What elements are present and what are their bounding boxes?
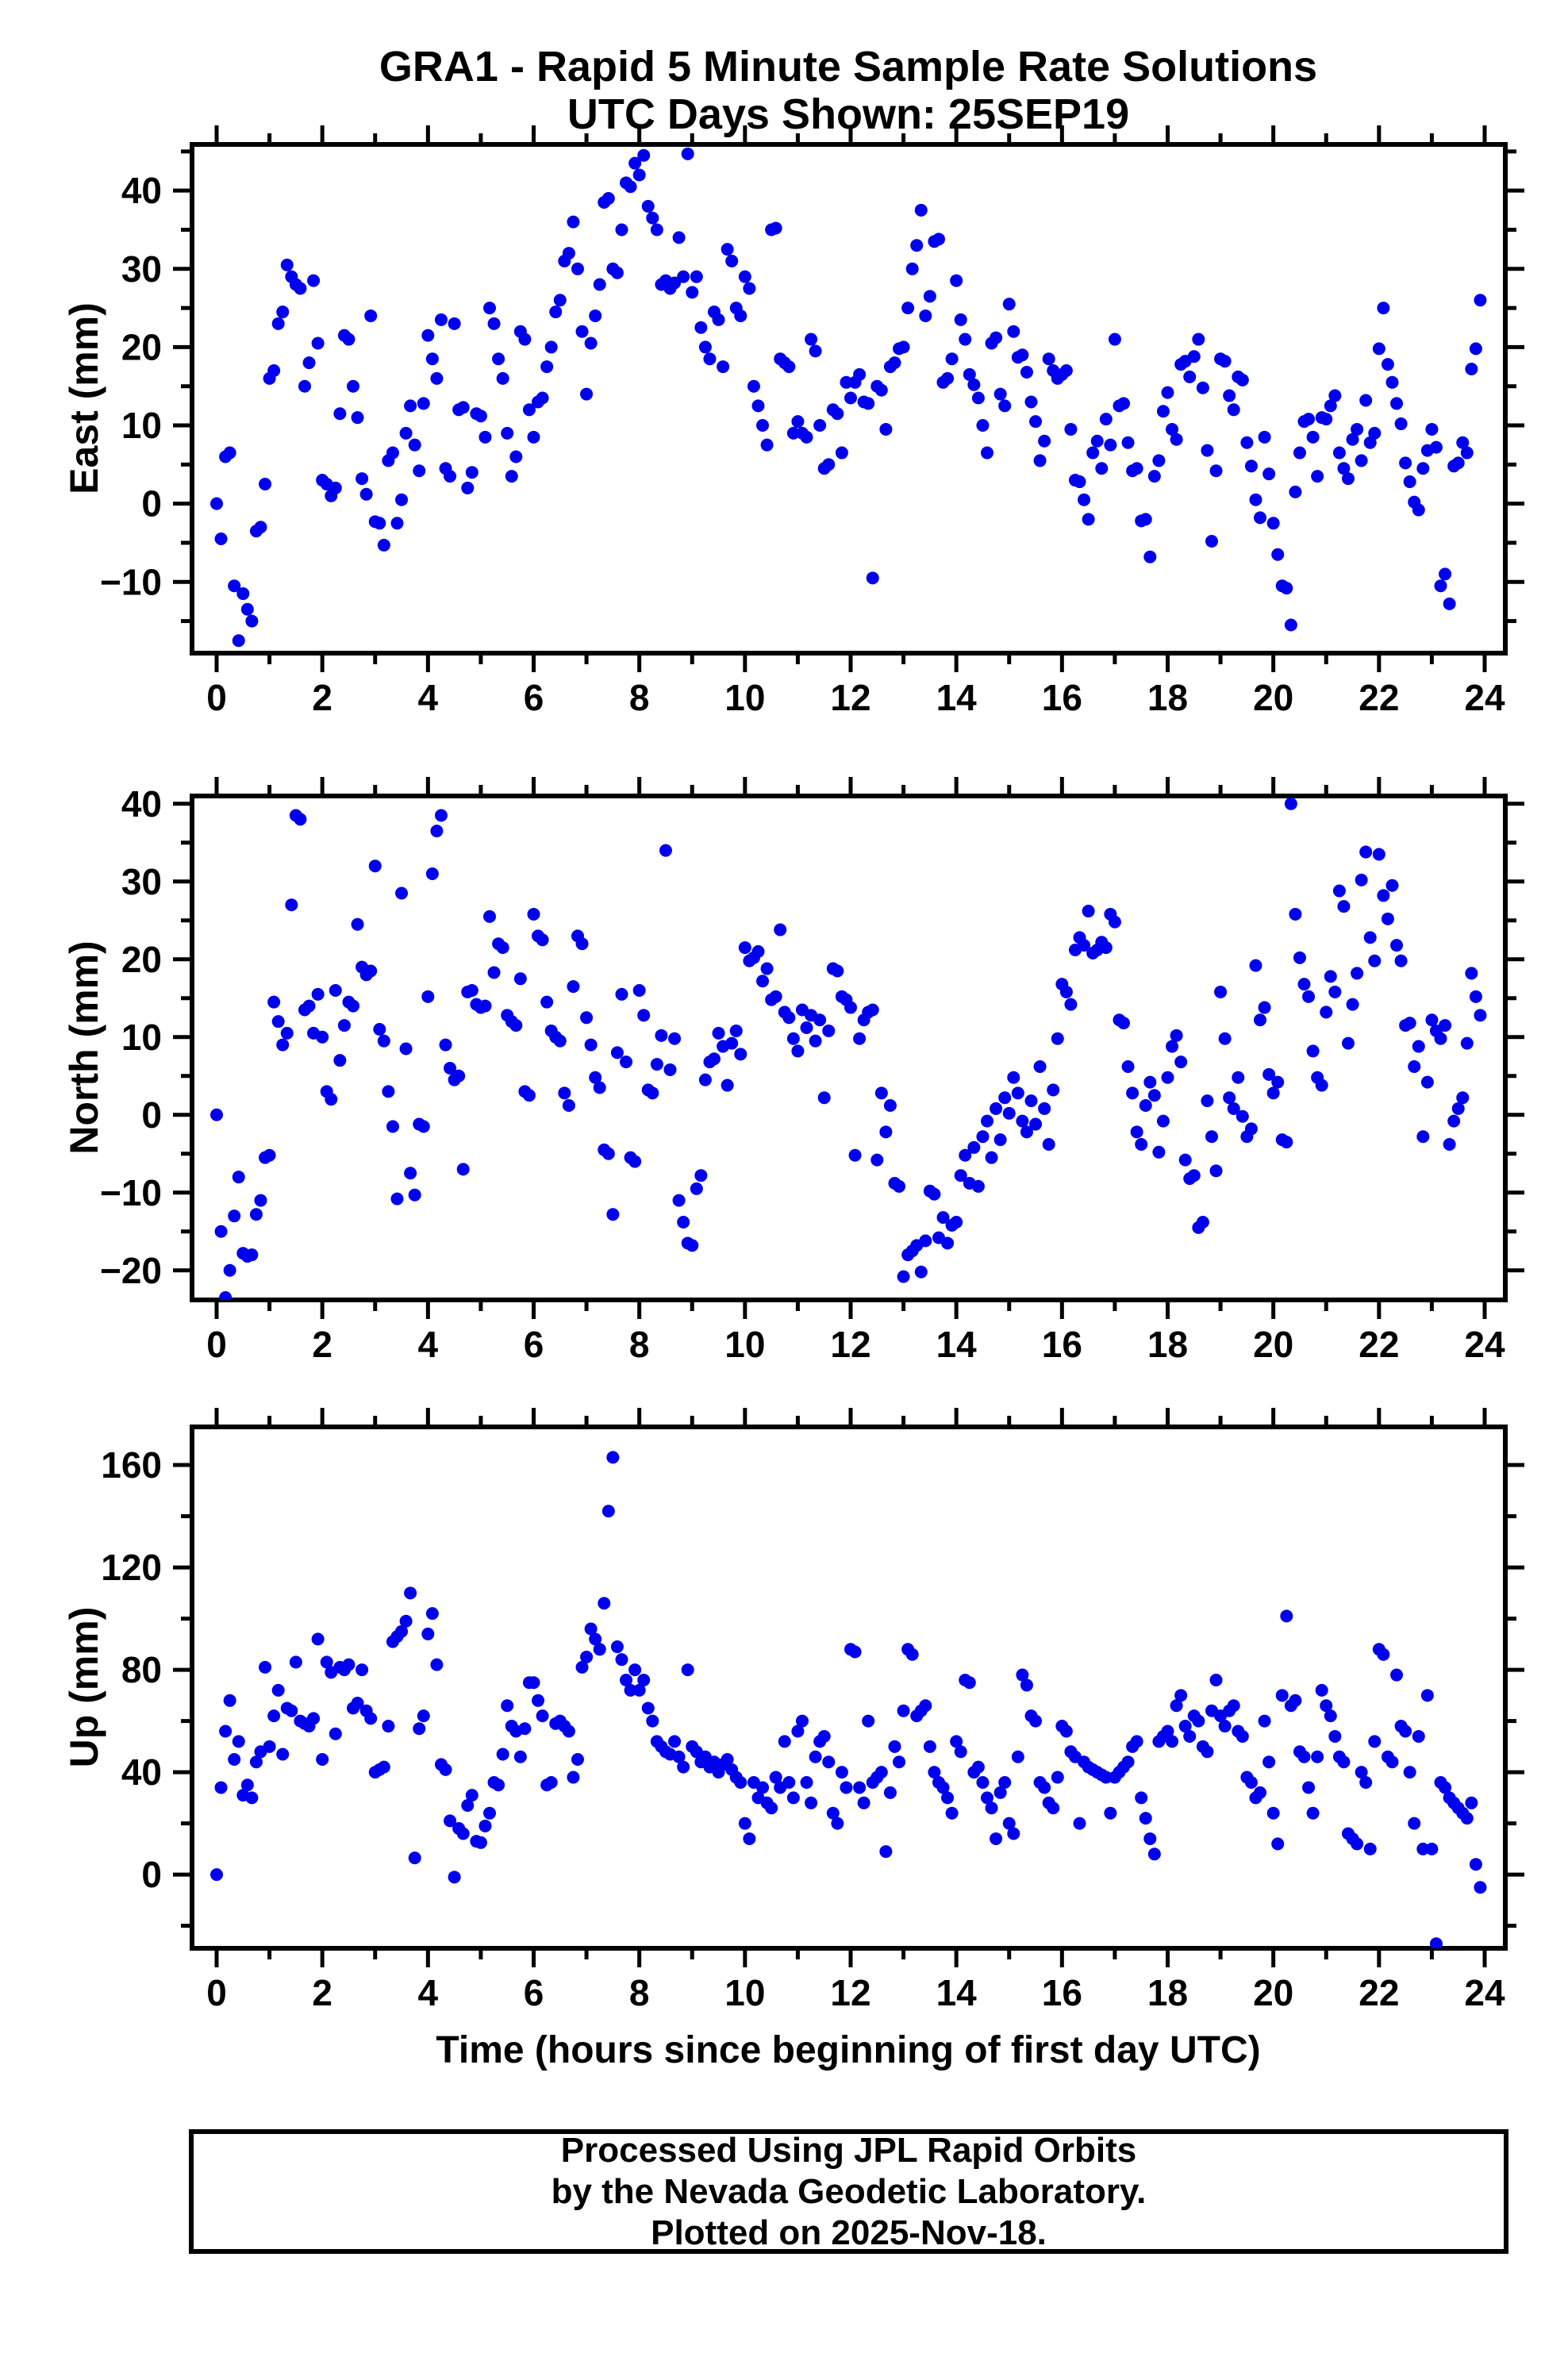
footer-line-2: by the Nevada Geodetic Laboratory. <box>551 2171 1147 2211</box>
svg-text:14: 14 <box>936 677 978 718</box>
svg-text:30: 30 <box>121 248 162 290</box>
svg-text:4: 4 <box>418 677 439 718</box>
title-line-1: GRA1 - Rapid 5 Minute Sample Rate Soluti… <box>379 43 1318 90</box>
svg-text:22: 22 <box>1359 677 1399 718</box>
svg-text:18: 18 <box>1147 677 1188 718</box>
svg-text:10: 10 <box>724 1324 765 1365</box>
svg-text:16: 16 <box>1042 677 1082 718</box>
svg-text:−10: −10 <box>100 1172 162 1213</box>
svg-text:22: 22 <box>1359 1972 1399 2013</box>
svg-text:0: 0 <box>141 483 162 525</box>
footer-box: Processed Using JPL Rapid Orbits by the … <box>189 2129 1508 2254</box>
north-axis-title: North (mm) <box>62 940 106 1155</box>
svg-text:24: 24 <box>1464 1972 1505 2013</box>
svg-text:20: 20 <box>121 326 162 367</box>
svg-text:6: 6 <box>524 1324 544 1365</box>
footer-line-3: Plotted on 2025-Nov-18. <box>651 2213 1047 2252</box>
svg-text:24: 24 <box>1464 677 1505 718</box>
page-title: GRA1 - Rapid 5 Minute Sample Rate Soluti… <box>379 43 1317 138</box>
svg-text:4: 4 <box>418 1324 439 1365</box>
east-axis-title: East (mm) <box>62 302 106 494</box>
svg-text:2: 2 <box>312 677 332 718</box>
svg-text:6: 6 <box>524 677 544 718</box>
footer-line-1: Processed Using JPL Rapid Orbits <box>560 2130 1137 2170</box>
svg-text:30: 30 <box>121 861 162 902</box>
svg-text:80: 80 <box>121 1649 162 1690</box>
svg-text:20: 20 <box>1253 677 1293 718</box>
x-axis-title: Time (hours since beginning of first day… <box>436 2029 1261 2071</box>
svg-text:18: 18 <box>1147 1324 1188 1365</box>
svg-text:12: 12 <box>830 1324 870 1365</box>
svg-text:8: 8 <box>629 677 650 718</box>
svg-text:18: 18 <box>1147 1972 1188 2013</box>
svg-text:20: 20 <box>121 939 162 980</box>
svg-text:0: 0 <box>141 1094 162 1136</box>
svg-text:120: 120 <box>101 1547 162 1588</box>
svg-text:16: 16 <box>1042 1324 1082 1365</box>
svg-text:0: 0 <box>206 677 227 718</box>
svg-text:16: 16 <box>1042 1972 1082 2013</box>
svg-text:40: 40 <box>121 1751 162 1793</box>
svg-text:14: 14 <box>936 1324 978 1365</box>
title-line-2: UTC Days Shown: 25SEP19 <box>567 90 1130 138</box>
svg-text:0: 0 <box>206 1324 227 1365</box>
svg-text:20: 20 <box>1253 1324 1293 1365</box>
svg-text:4: 4 <box>418 1972 439 2013</box>
svg-text:12: 12 <box>830 677 870 718</box>
svg-text:40: 40 <box>121 170 162 211</box>
svg-text:8: 8 <box>629 1972 650 2013</box>
svg-text:−10: −10 <box>100 561 162 602</box>
svg-text:20: 20 <box>1253 1972 1293 2013</box>
svg-text:8: 8 <box>629 1324 650 1365</box>
svg-text:10: 10 <box>724 1972 765 2013</box>
svg-text:2: 2 <box>312 1972 332 2013</box>
svg-text:22: 22 <box>1359 1324 1399 1365</box>
svg-text:10: 10 <box>724 677 765 718</box>
svg-text:2: 2 <box>312 1324 332 1365</box>
svg-text:0: 0 <box>141 1854 162 1895</box>
up-axis-title: Up (mm) <box>62 1606 106 1768</box>
svg-text:−20: −20 <box>100 1250 162 1291</box>
svg-text:0: 0 <box>206 1972 227 2013</box>
svg-text:14: 14 <box>936 1972 978 2013</box>
svg-text:24: 24 <box>1464 1324 1505 1365</box>
svg-text:10: 10 <box>121 1017 162 1058</box>
svg-text:160: 160 <box>101 1444 162 1486</box>
svg-text:40: 40 <box>121 783 162 825</box>
svg-text:6: 6 <box>524 1972 544 2013</box>
svg-text:10: 10 <box>121 405 162 446</box>
svg-text:12: 12 <box>830 1972 870 2013</box>
